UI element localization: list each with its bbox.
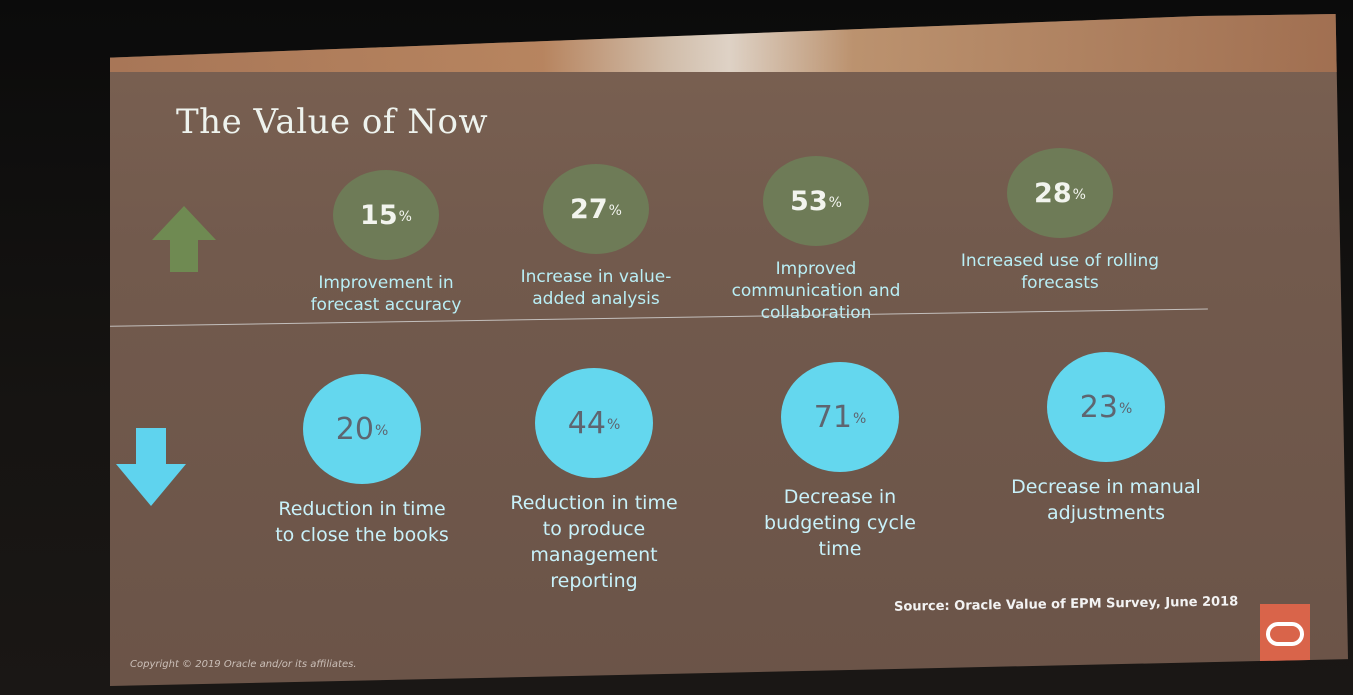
oracle-logo-icon xyxy=(1260,604,1310,664)
decrease-stat-close-books: 20% Reduction in time to close the books xyxy=(262,374,462,548)
stat-circle: 28% xyxy=(1007,148,1113,238)
copyright-note: Copyright © 2019 Oracle and/or its affil… xyxy=(130,659,357,670)
stat-unit: % xyxy=(374,423,389,439)
stat-circle: 23% xyxy=(1047,352,1165,462)
increase-stat-communication: 53% Improved communication and collabora… xyxy=(716,156,916,324)
stat-value: 23 xyxy=(1079,389,1118,425)
increase-stat-forecast-accuracy: 15% Improvement in forecast accuracy xyxy=(296,170,476,316)
stat-value: 15 xyxy=(360,199,398,231)
stat-label: Increased use of rolling forecasts xyxy=(960,251,1160,293)
arrow-up-icon xyxy=(152,206,216,272)
stat-value: 28 xyxy=(1034,177,1072,209)
stat-value: 53 xyxy=(790,185,828,217)
slide-title: The Value of Now xyxy=(176,102,489,142)
projection-screen: The Value of Now 15% Improvement in fore… xyxy=(110,14,1348,686)
stat-circle: 53% xyxy=(763,156,869,246)
arrow-down-icon xyxy=(116,428,186,506)
stat-unit: % xyxy=(1072,187,1086,203)
stat-circle: 71% xyxy=(781,362,899,472)
stat-value: 71 xyxy=(813,399,852,435)
stat-label: Reduction in time to close the books xyxy=(275,498,449,546)
stat-circle: 44% xyxy=(535,368,653,478)
source-note: Source: Oracle Value of EPM Survey, June… xyxy=(893,594,1239,615)
stat-unit: % xyxy=(398,209,412,225)
stat-label: Reduction in time to produce management … xyxy=(510,492,678,592)
stat-unit: % xyxy=(1118,401,1133,417)
increase-stat-rolling-forecasts: 28% Increased use of rolling forecasts xyxy=(948,148,1172,294)
increase-stat-value-added-analysis: 27% Increase in value- added analysis xyxy=(506,164,686,310)
stat-unit: % xyxy=(606,417,621,433)
logo-ring xyxy=(1266,622,1304,646)
stat-unit: % xyxy=(828,195,842,211)
stat-circle: 15% xyxy=(333,170,439,260)
stat-circle: 20% xyxy=(303,374,421,484)
decrease-stat-management-reporting: 44% Reduction in time to produce managem… xyxy=(494,368,694,594)
stat-label: Increase in value- added analysis xyxy=(520,267,672,309)
stat-label: Decrease in manual adjustments xyxy=(1011,476,1201,524)
stat-unit: % xyxy=(852,411,867,427)
stat-unit: % xyxy=(608,203,622,219)
stat-value: 20 xyxy=(335,411,374,447)
stat-value: 27 xyxy=(570,193,608,225)
stat-label: Improvement in forecast accuracy xyxy=(310,273,462,315)
decrease-stat-budgeting-cycle: 71% Decrease in budgeting cycle time xyxy=(740,362,940,562)
row-divider xyxy=(110,308,1208,327)
stat-circle: 27% xyxy=(543,164,649,254)
stat-label: Improved communication and collaboration xyxy=(731,259,901,323)
stat-label: Decrease in budgeting cycle time xyxy=(764,486,916,560)
decrease-stat-manual-adjustments: 23% Decrease in manual adjustments xyxy=(986,352,1226,526)
stat-value: 44 xyxy=(567,405,606,441)
